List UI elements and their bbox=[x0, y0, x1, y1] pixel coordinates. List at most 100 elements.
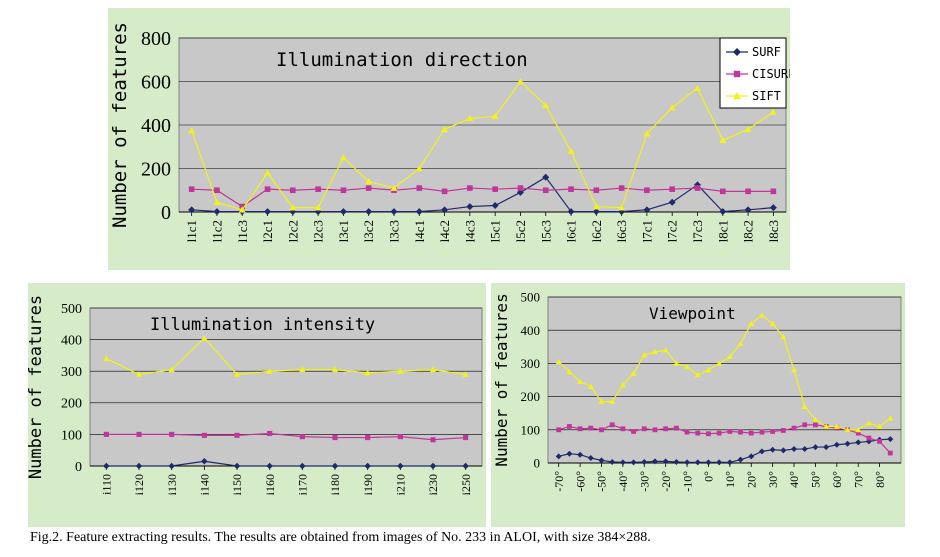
x-tick-label: l4c2 bbox=[437, 220, 452, 242]
data-point-sift bbox=[233, 371, 241, 377]
legend-marker-surf bbox=[733, 48, 741, 56]
data-point-surf bbox=[441, 206, 449, 214]
data-point-sift bbox=[726, 353, 733, 360]
data-point-surf bbox=[823, 444, 830, 451]
data-point-sift bbox=[516, 78, 524, 85]
data-point-sift bbox=[855, 426, 862, 433]
data-point-surf bbox=[705, 459, 712, 466]
data-point-cisurf bbox=[748, 430, 754, 436]
data-point-surf bbox=[168, 462, 175, 470]
data-point-cisurf bbox=[332, 435, 338, 441]
data-point-surf bbox=[812, 444, 819, 451]
data-point-cisurf bbox=[430, 437, 436, 443]
data-point-sift bbox=[844, 426, 851, 433]
chart-panel-illumination-direction: 0 200 400 600 800 l1c1 l1c2 l1c3 l2c1 l2c2 l2c3 l3c… bbox=[108, 8, 790, 270]
x-tick-label: l4c3 bbox=[462, 220, 477, 242]
y-tick-label: 0 bbox=[534, 456, 541, 471]
data-point-sift bbox=[555, 358, 562, 365]
data-point-cisurf bbox=[201, 432, 207, 438]
data-point-sift bbox=[103, 355, 110, 362]
data-point-cisurf bbox=[770, 429, 776, 434]
data-point-cisurf bbox=[264, 186, 271, 192]
legend-label-cisurf: CISURF bbox=[752, 67, 790, 81]
data-point-sift bbox=[577, 378, 584, 385]
data-point-cisurf bbox=[492, 186, 498, 192]
series-sift bbox=[103, 334, 469, 377]
data-point-cisurf bbox=[644, 187, 650, 194]
data-point-sift bbox=[876, 423, 883, 429]
data-point-surf bbox=[577, 451, 584, 458]
data-point-cisurf bbox=[599, 427, 604, 433]
data-point-surf bbox=[339, 208, 347, 216]
data-point-sift bbox=[716, 360, 723, 366]
legend: SURF CISURF SIFT bbox=[719, 37, 790, 109]
x-tick-label: l6c1 bbox=[564, 220, 579, 242]
x-tick-label: -10° bbox=[680, 471, 694, 492]
data-point-sift bbox=[823, 423, 830, 429]
x-tick-label: -20° bbox=[659, 471, 673, 492]
data-point-sift bbox=[491, 112, 499, 120]
x-tick-label: l8c2 bbox=[741, 220, 756, 242]
x-tick-label: l2c1 bbox=[260, 220, 275, 242]
y-tick-label: 0 bbox=[75, 460, 82, 475]
data-point-cisurf bbox=[706, 431, 711, 437]
data-point-surf bbox=[662, 458, 669, 465]
legend-marker-sift bbox=[733, 92, 741, 100]
data-point-surf bbox=[598, 457, 605, 464]
data-point-cisurf bbox=[813, 422, 818, 428]
data-point-sift bbox=[758, 312, 765, 318]
data-point-cisurf bbox=[684, 429, 690, 435]
data-point-sift bbox=[694, 372, 701, 378]
data-point-surf bbox=[668, 198, 676, 206]
data-point-surf bbox=[365, 208, 373, 216]
x-tick-label: l3c1 bbox=[336, 220, 351, 242]
data-point-cisurf bbox=[663, 426, 669, 432]
data-point-surf bbox=[744, 206, 752, 214]
x-tick-label: 10° bbox=[723, 471, 737, 488]
data-point-surf bbox=[769, 446, 776, 453]
data-point-cisurf bbox=[441, 188, 448, 195]
data-point-sift bbox=[719, 136, 727, 144]
data-point-sift bbox=[397, 368, 404, 374]
data-point-sift bbox=[331, 366, 339, 373]
data-point-surf bbox=[466, 203, 474, 211]
x-tick-label: i150 bbox=[230, 474, 244, 495]
data-point-cisurf bbox=[855, 430, 861, 436]
data-point-sift bbox=[705, 367, 712, 373]
y-tick-label: 400 bbox=[521, 323, 541, 338]
x-tick-label: -70° bbox=[552, 471, 566, 492]
data-point-sift bbox=[365, 178, 373, 185]
x-tick-label: i140 bbox=[198, 474, 212, 495]
data-point-cisurf bbox=[463, 435, 469, 441]
data-point-sift bbox=[693, 84, 701, 91]
chart-title: Viewpoint bbox=[649, 304, 736, 323]
data-point-cisurf bbox=[588, 425, 594, 431]
x-tick-label: i230 bbox=[426, 474, 440, 495]
data-point-surf bbox=[415, 208, 423, 216]
legend-label-sift: SIFT bbox=[752, 89, 781, 103]
x-tick-label: i190 bbox=[361, 474, 375, 495]
data-point-cisurf bbox=[340, 187, 347, 194]
x-tick-label: l2c2 bbox=[285, 220, 300, 242]
data-point-cisurf bbox=[234, 432, 240, 438]
data-point-sift bbox=[289, 204, 297, 211]
data-point-cisurf bbox=[716, 430, 722, 436]
data-point-cisurf bbox=[568, 186, 574, 192]
data-point-surf bbox=[264, 208, 272, 216]
x-tick-label: 0° bbox=[702, 471, 716, 482]
x-tick-label: i210 bbox=[394, 474, 408, 495]
data-point-surf bbox=[201, 458, 208, 465]
series-line-surf bbox=[191, 176, 774, 213]
data-point-surf bbox=[390, 208, 398, 216]
chart-panel-illumination-intensity: 0 100 200 300 400 500 i110 i120 i130 i140 i150 i160… bbox=[28, 283, 486, 527]
data-point-surf bbox=[555, 453, 562, 460]
series-line-sift bbox=[106, 337, 466, 375]
x-tick-label: l5c1 bbox=[488, 220, 503, 242]
x-tick-label: i160 bbox=[263, 474, 277, 495]
y-tick-label: 800 bbox=[141, 28, 171, 50]
x-tick-label: 20° bbox=[744, 471, 758, 488]
data-point-surf bbox=[643, 206, 651, 214]
data-point-cisurf bbox=[802, 422, 808, 428]
data-point-cisurf bbox=[299, 434, 305, 440]
x-tick-label: i180 bbox=[328, 474, 342, 495]
